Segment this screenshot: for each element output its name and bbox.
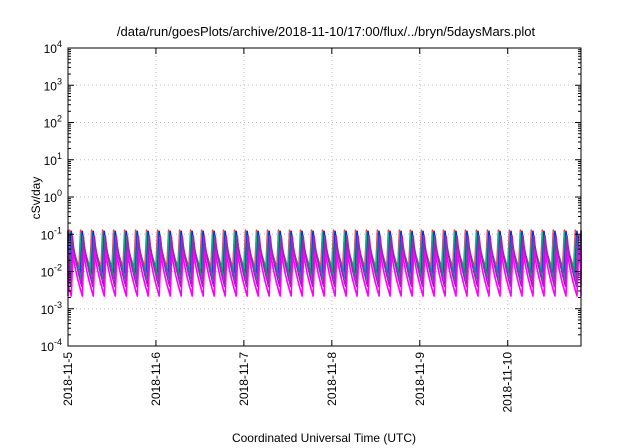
y-tick-label-base: 10: [41, 303, 55, 317]
y-tick-label-exponent: 0: [57, 188, 62, 198]
y-tick-label: 104: [44, 39, 62, 56]
x-tick-label: 2018-11-8: [325, 352, 339, 406]
y-tick-label-exponent: 1: [57, 151, 62, 161]
y-tick-label: 101: [44, 151, 62, 168]
x-tick-label: 2018-11-5: [61, 352, 75, 406]
x-tick-label: 2018-11-7: [237, 352, 251, 406]
y-tick-label: 10-2: [41, 263, 62, 280]
y-tick-label-base: 10: [41, 266, 55, 280]
grid: [68, 48, 581, 346]
y-tick-label-exponent: -1: [54, 225, 62, 235]
y-tick-label-exponent: 3: [57, 76, 62, 86]
y-tick-label: 103: [44, 76, 62, 93]
y-tick-label-exponent: -2: [54, 263, 62, 273]
y-tick-label-base: 10: [44, 154, 58, 168]
chart-title: /data/run/goesPlots/archive/2018-11-10/1…: [117, 24, 536, 39]
y-tick-label-base: 10: [41, 340, 55, 354]
y-tick-label: 10-3: [41, 300, 62, 317]
y-tick-label-exponent: -3: [54, 300, 62, 310]
y-tick-label-exponent: 4: [57, 39, 62, 49]
y-tick-label: 10-1: [41, 225, 62, 242]
y-tick-label-exponent: -4: [54, 337, 62, 347]
y-tick-label-base: 10: [44, 117, 58, 131]
x-tick-label: 2018-11-10: [501, 352, 515, 413]
y-tick-label: 10-4: [41, 337, 62, 354]
x-axis: 2018-11-5 2018-11-6 2018-11-7 2018-11-8 2018…: [61, 48, 515, 413]
y-tick-label: 102: [44, 114, 62, 131]
y-tick-label: 100: [44, 188, 62, 205]
x-tick-label: 2018-11-6: [149, 352, 163, 406]
series-lines: [67, 229, 582, 297]
y-tick-label-base: 10: [41, 228, 55, 242]
y-tick-label-base: 10: [44, 79, 58, 93]
x-tick-label: 2018-11-9: [413, 352, 427, 406]
series-line: [67, 235, 582, 288]
y-axis-label: cSv/day: [29, 177, 43, 220]
x-axis-label: Coordinated Universal Time (UTC): [232, 431, 416, 445]
y-tick-label-base: 10: [44, 42, 58, 56]
y-tick-label-exponent: 2: [57, 114, 62, 124]
series-line: [67, 250, 582, 297]
y-tick-label-base: 10: [44, 191, 58, 205]
